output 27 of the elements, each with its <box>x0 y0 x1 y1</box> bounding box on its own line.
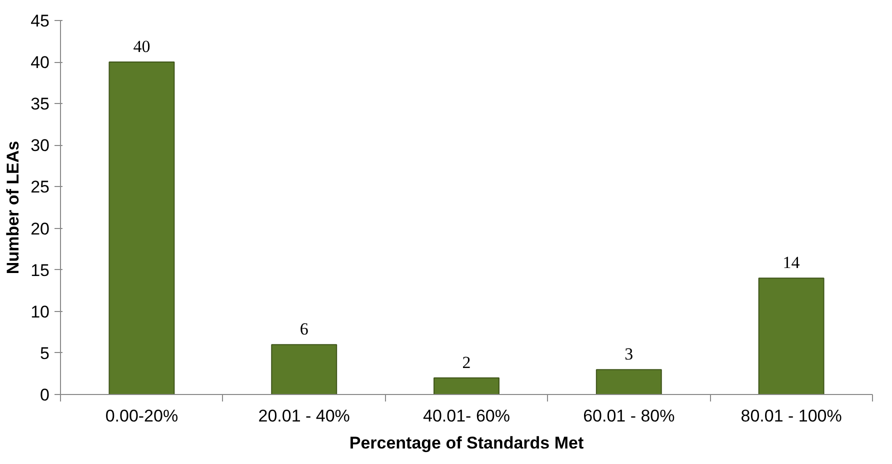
bar <box>108 62 175 394</box>
bar <box>596 369 662 394</box>
data-label: 6 <box>300 320 308 339</box>
x-tick-label: 80.01 - 100% <box>740 406 842 426</box>
y-tick-label: 0 <box>40 386 50 404</box>
x-tick-label: 0.00-20% <box>105 406 178 426</box>
data-label: 14 <box>782 253 800 272</box>
y-tick-label: 15 <box>30 260 50 280</box>
y-tick-label: 40 <box>30 53 50 72</box>
bar <box>271 344 338 394</box>
y-tick-label: 30 <box>30 136 50 156</box>
y-tick-label: 10 <box>30 302 50 322</box>
x-tick-label: 40.01- 60% <box>423 406 510 426</box>
data-label: 40 <box>133 37 150 56</box>
y-tick-label: 25 <box>30 178 50 197</box>
data-label: 3 <box>624 344 634 364</box>
x-axis-title: Percentage of Standards Met <box>349 434 584 452</box>
x-tick-label: 60.01 - 80% <box>583 406 675 426</box>
data-label: 2 <box>462 352 471 372</box>
bar <box>758 278 824 394</box>
y-tick-label: 20 <box>30 219 50 238</box>
y-tick-label: 5 <box>40 344 50 363</box>
x-tick-label: 20.01 - 40% <box>258 406 350 426</box>
bar <box>434 377 500 394</box>
y-axis-title: Number of LEAs <box>4 140 23 274</box>
y-tick-label: 45 <box>30 12 50 30</box>
y-tick-label: 35 <box>30 94 50 114</box>
